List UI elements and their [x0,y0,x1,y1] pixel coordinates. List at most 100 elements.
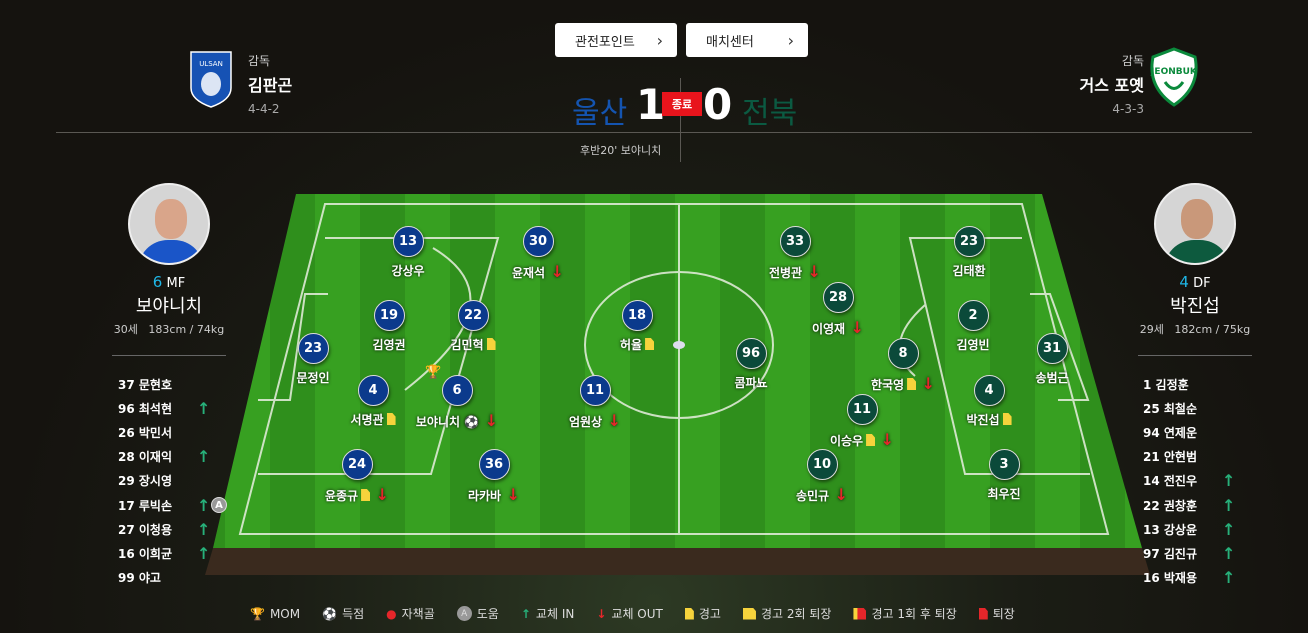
player-marker[interactable]: 4 서명관 [313,375,433,428]
player-marker[interactable]: 3 최우진 [944,449,1064,502]
away-featured-player: 4 DF 박진섭 29세 182cm / 75kg [1120,183,1270,356]
bench-player-label: 17 루빅손 [118,498,172,513]
bench-player[interactable]: 97 김진규 ↑ [1143,541,1283,565]
sub-out-icon: ↓ [802,262,822,281]
bench-player-label: 22 권창훈 [1143,498,1197,513]
player-marker[interactable]: 2 김영빈 [913,300,1033,353]
bench-player[interactable]: 16 이희균 ↑ [118,541,258,565]
coach-name: 김판곤 [248,76,293,95]
player-number: 23 [297,333,329,364]
player-photo [1154,183,1236,265]
player-label: 최우진 [944,485,1064,502]
player-number: 24 [341,449,373,480]
bench-player[interactable]: 13 강상윤 ↑ [1143,517,1283,541]
bench-player[interactable]: 27 이청용 ↑ [118,517,258,541]
sub-out-icon: ↓ [875,430,895,449]
legend-item: 퇴장 [978,605,1015,622]
bench-player-label: 21 안현범 [1143,450,1197,465]
bench-player[interactable]: 94 연제운 [1143,420,1283,444]
bench-player[interactable]: 14 전진우 ↑ [1143,469,1283,493]
sub-in-icon: ↑ [1222,471,1236,491]
player-marker[interactable]: 30 윤재석 ↓ [478,226,598,281]
player-marker[interactable]: 13 강상우 [348,226,468,279]
player-marker[interactable]: 96 콤파뇨 [691,338,811,391]
player-marker[interactable]: 4 박진섭 [929,375,1049,428]
away-coach: 감독 거스 포옛 4-3-3 [1080,52,1144,116]
bench-player[interactable]: 25 최철순 [1143,396,1283,420]
bench-player[interactable]: 16 박재용 ↑ [1143,566,1283,590]
bench-player[interactable]: 28 이재익 ↑ [118,445,258,469]
chevron-right-icon: › [787,30,794,50]
player-label: 강상우 [348,262,468,279]
bench-player[interactable]: 29 장시영 [118,469,258,493]
sub-out-icon: ↓ [845,318,865,337]
player-name: 이영재 [811,322,846,336]
yellow-card-icon [1002,413,1012,425]
coach-label: 감독 [248,54,271,68]
player-name: 김태환 [952,264,986,278]
player-marker[interactable]: 18 허율 [577,300,697,353]
player-marker[interactable]: 11 엄원상 ↓ [535,375,655,430]
legend-label: 자책골 [401,607,435,621]
sub-out-icon: ↓ [370,485,390,504]
player-marker[interactable]: 23 김태환 [909,226,1029,279]
trophy-icon: 🏆 [425,365,442,380]
bench-player[interactable]: 17 루빅손 ↑ A [118,493,258,517]
legend-label: 경고 [698,607,721,621]
bench-player[interactable]: 1 김정훈 [1143,372,1283,396]
player-name: 전병관 [768,266,803,280]
bench-player-label: 28 이재익 [118,450,172,465]
player-label: 이승우 ↓ [802,430,922,449]
legend-label: 도움 [476,607,499,621]
player-marker[interactable]: 6 보야니치 ⚽ ↓ 🏆 [397,365,517,430]
player-photo [128,183,210,265]
player-number: 31 [1036,333,1068,364]
sub-in-icon: ↑ [1222,568,1236,588]
match-center-button[interactable]: 매치센터 › [686,23,808,57]
player-marker[interactable]: 11 이승우 ↓ [802,394,922,449]
yellow-card-icon [486,338,496,350]
player-number: 33 [779,226,811,257]
bench-player[interactable]: 37 문현호 [118,372,258,396]
player-number: 30 [522,226,554,257]
player-number: 2 [957,300,989,331]
legend: 🏆 MOM ⚽ 득점 ● 자책골 A 도움 ↑ 교체 IN ↓ 교체 OUT 경고 경고 2회 퇴장 경고 … [250,605,1037,622]
player-name: 최우진 [987,487,1021,501]
sub-in-icon: ↑ [197,519,211,539]
player-marker[interactable]: 19 김영권 [329,300,449,353]
player-marker[interactable]: 31 송범근 [992,333,1112,386]
player-name: 송민규 [795,489,830,503]
bench-player[interactable]: 26 박민서 [118,420,258,444]
player-label: 송범근 [992,369,1112,386]
player-name: 송범근 [1035,371,1069,385]
player-marker[interactable]: 8 한국영 ↓ [843,338,963,393]
jeonbuk-logo: JEONBUK [1150,47,1198,107]
player-marker[interactable]: 24 윤종규 ↓ [297,449,417,504]
bench-player[interactable]: 22 권창훈 ↑ [1143,493,1283,517]
player-marker[interactable]: 36 라카바 ↓ [434,449,554,504]
bench-player-label: 16 박재용 [1143,571,1197,586]
player-position: DF [1193,276,1211,291]
coach-label: 감독 [1121,54,1144,68]
viewing-points-button[interactable]: 관전포인트 › [555,23,677,57]
player-label: 콤파뇨 [691,374,811,391]
divider [680,78,681,162]
sub-out-icon: ↓ [916,374,936,393]
ball-icon: ⚽ [322,606,338,621]
player-marker[interactable]: 22 김민혁 [413,300,533,353]
player-number: 6 [152,273,163,291]
player-name: 엄원상 [568,415,603,429]
bench-player[interactable]: 96 최석현 ↑ [118,396,258,420]
player-marker[interactable]: 23 문정인 [253,333,373,386]
player-marker[interactable]: 28 이영재 ↓ [778,282,898,337]
player-body: 183cm / 74kg [148,323,225,336]
player-age: 30세 [113,323,138,336]
sub-out-icon: ↓ [596,606,607,621]
sub-in-icon: ↑ [197,447,211,467]
player-label: 허율 [577,336,697,353]
player-marker[interactable]: 10 송민규 ↓ [762,449,882,504]
bench-player[interactable]: 21 안현범 [1143,445,1283,469]
legend-item: ↓ 교체 OUT [596,605,663,622]
player-marker[interactable]: 33 전병관 ↓ [735,226,855,281]
bench-player[interactable]: 99 야고 [118,566,258,590]
